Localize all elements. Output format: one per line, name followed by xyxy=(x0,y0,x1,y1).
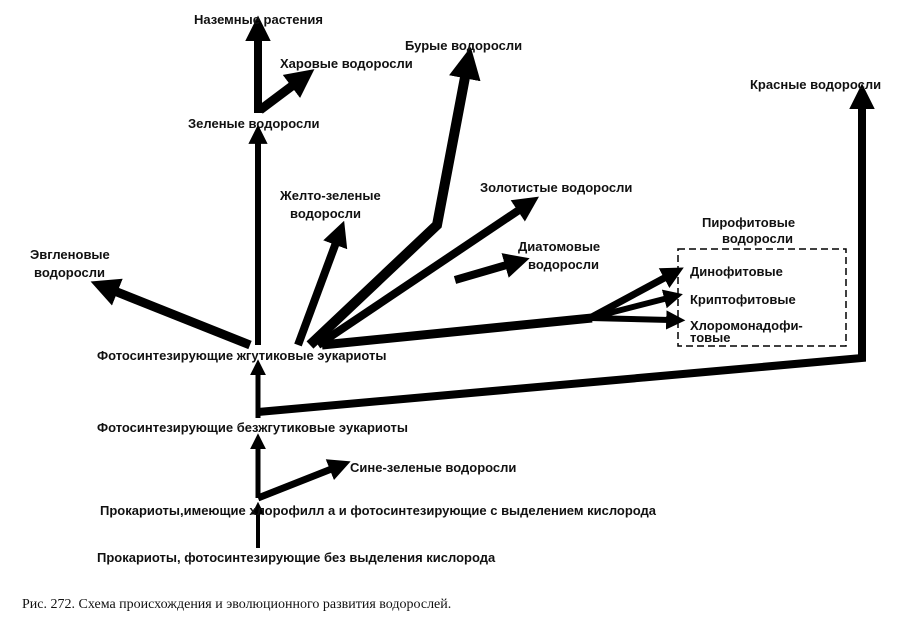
arrow-to-chloromonads xyxy=(589,310,686,330)
label-yellow-green-2: водоросли xyxy=(290,206,361,221)
label-golden: Золотистые водоросли xyxy=(480,180,632,195)
label-cryptophytes: Криптофитовые xyxy=(690,292,796,307)
label-charophytes: Харовые водоросли xyxy=(280,56,413,71)
arrow-to-charophytes xyxy=(257,69,315,114)
label-prokaryotes-anoxygenic: Прокариоты, фотосинтезирующие без выделе… xyxy=(97,550,496,565)
arrow-to-brown xyxy=(306,46,481,349)
label-euglenoids-2: водоросли xyxy=(34,265,105,280)
label-nonflagellate-eukaryotes: Фотосинтезирующие безжгутиковые эукариот… xyxy=(97,420,408,435)
figure-caption: Рис. 272. Схема происхождения и эволюцио… xyxy=(22,597,451,612)
label-pyrrophyta-2: водоросли xyxy=(722,231,793,246)
arrow-to-euglenoids xyxy=(90,278,252,350)
pyrrophyta-group-box xyxy=(677,248,847,347)
arrow-to-blue-green xyxy=(256,459,351,502)
label-dinophytes: Динофитовые xyxy=(690,264,783,279)
arrow-to-yellow-green xyxy=(294,220,348,347)
label-diatoms-1: Диатомовые xyxy=(518,239,600,254)
label-flagellate-eukaryotes: Фотосинтезирующие жгутиковые эукариоты xyxy=(97,348,386,363)
label-chloromonads-2: товые xyxy=(690,330,730,345)
label-chloromonads-1: Хлоромонадофи- xyxy=(690,318,803,333)
label-red: Красные водоросли xyxy=(750,77,881,92)
arrow-to-cryptophytes xyxy=(589,289,683,321)
arrow-to-dinophytes xyxy=(588,267,684,322)
label-euglenoids-1: Эвгленовые xyxy=(30,247,110,262)
label-brown: Бурые водоросли xyxy=(405,38,522,53)
arrow-to-red xyxy=(257,83,875,416)
arrow-to-diatoms xyxy=(453,253,530,284)
label-blue-green: Сине-зеленые водоросли xyxy=(350,460,516,475)
label-yellow-green-1: Желто-зеленые xyxy=(279,188,381,203)
arrow-to-pyrrophyta xyxy=(321,313,593,350)
arrow-to-golden xyxy=(315,196,540,349)
label-green: Зеленые водоросли xyxy=(188,116,319,131)
label-land-plants: Наземные растения xyxy=(194,12,323,27)
label-pyrrophyta-1: Пирофитовые xyxy=(702,215,795,230)
label-diatoms-2: водоросли xyxy=(528,257,599,272)
label-prokaryotes-oxygenic: Прокариоты,имеющие хлорофилл а и фотосин… xyxy=(100,503,657,518)
